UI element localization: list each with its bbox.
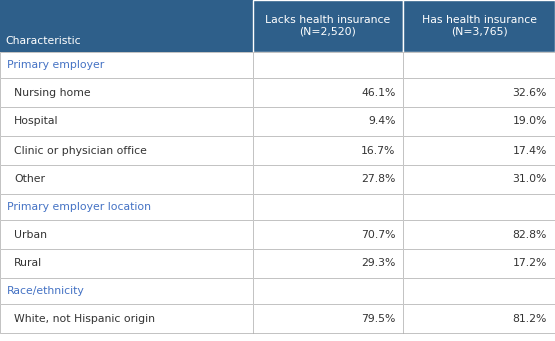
Bar [403, 249, 555, 278]
Text: 9.4%: 9.4% [368, 117, 396, 127]
Bar [403, 0, 555, 52]
Bar [403, 278, 555, 304]
Bar [253, 249, 403, 278]
Bar [253, 304, 403, 333]
Bar [253, 220, 403, 249]
Bar [253, 304, 403, 333]
Bar [253, 165, 403, 194]
Bar [253, 136, 403, 165]
Bar [253, 165, 403, 194]
Bar [403, 107, 555, 136]
Bar [403, 220, 555, 249]
Text: Nursing home: Nursing home [14, 88, 90, 98]
Text: 17.4%: 17.4% [513, 146, 547, 155]
Bar [0, 304, 253, 333]
Bar [0, 136, 253, 165]
Bar [403, 278, 555, 304]
Bar [0, 278, 253, 304]
Bar [0, 78, 253, 107]
Bar [403, 52, 555, 78]
Text: Hospital: Hospital [14, 117, 58, 127]
Bar [253, 278, 403, 304]
Bar [253, 107, 403, 136]
Bar [0, 165, 253, 194]
Bar [0, 0, 253, 52]
Bar [0, 165, 253, 194]
Bar [253, 52, 403, 78]
Bar [253, 78, 403, 107]
Bar [253, 136, 403, 165]
Bar [403, 194, 555, 220]
Bar [403, 78, 555, 107]
Bar [403, 165, 555, 194]
Bar [0, 107, 253, 136]
Bar [403, 165, 555, 194]
Bar [0, 220, 253, 249]
Bar [403, 78, 555, 107]
Text: Race/ethnicity: Race/ethnicity [7, 286, 85, 296]
Bar [253, 52, 403, 78]
Bar [403, 220, 555, 249]
Text: 32.6%: 32.6% [513, 88, 547, 98]
Bar [403, 0, 555, 52]
Text: 31.0%: 31.0% [512, 175, 547, 184]
Bar [0, 107, 253, 136]
Text: 19.0%: 19.0% [512, 117, 547, 127]
Bar [0, 52, 253, 78]
Text: 82.8%: 82.8% [513, 229, 547, 239]
Text: Clinic or physician office: Clinic or physician office [14, 146, 147, 155]
Bar [0, 78, 253, 107]
Text: Has health insurance
(N=3,765): Has health insurance (N=3,765) [422, 15, 537, 37]
Bar [403, 249, 555, 278]
Bar [253, 0, 403, 52]
Bar [403, 136, 555, 165]
Bar [403, 52, 555, 78]
Text: 16.7%: 16.7% [361, 146, 396, 155]
Bar [0, 194, 253, 220]
Text: Characteristic: Characteristic [5, 36, 80, 46]
Text: White, not Hispanic origin: White, not Hispanic origin [14, 313, 155, 324]
Text: Urban: Urban [14, 229, 47, 239]
Text: 70.7%: 70.7% [361, 229, 396, 239]
Bar [253, 249, 403, 278]
Text: Primary employer: Primary employer [7, 60, 104, 70]
Bar [403, 304, 555, 333]
Bar [0, 194, 253, 220]
Bar [0, 220, 253, 249]
Text: 27.8%: 27.8% [361, 175, 396, 184]
Bar [403, 194, 555, 220]
Text: 46.1%: 46.1% [361, 88, 396, 98]
Text: 79.5%: 79.5% [361, 313, 396, 324]
Bar [253, 220, 403, 249]
Bar [403, 136, 555, 165]
Text: 17.2%: 17.2% [513, 258, 547, 268]
Bar [403, 304, 555, 333]
Text: 81.2%: 81.2% [513, 313, 547, 324]
Text: Rural: Rural [14, 258, 42, 268]
Bar [0, 52, 253, 78]
Text: Lacks health insurance
(N=2,520): Lacks health insurance (N=2,520) [265, 15, 391, 37]
Bar [0, 249, 253, 278]
Bar [0, 136, 253, 165]
Bar [0, 278, 253, 304]
Text: 29.3%: 29.3% [361, 258, 396, 268]
Bar [0, 304, 253, 333]
Bar [0, 0, 253, 52]
Bar [253, 194, 403, 220]
Text: Primary employer location: Primary employer location [7, 202, 151, 212]
Text: Other: Other [14, 175, 45, 184]
Bar [253, 78, 403, 107]
Bar [253, 107, 403, 136]
Bar [0, 249, 253, 278]
Bar [253, 0, 403, 52]
Bar [253, 278, 403, 304]
Bar [403, 107, 555, 136]
Bar [253, 194, 403, 220]
Bar [0, 0, 253, 52]
